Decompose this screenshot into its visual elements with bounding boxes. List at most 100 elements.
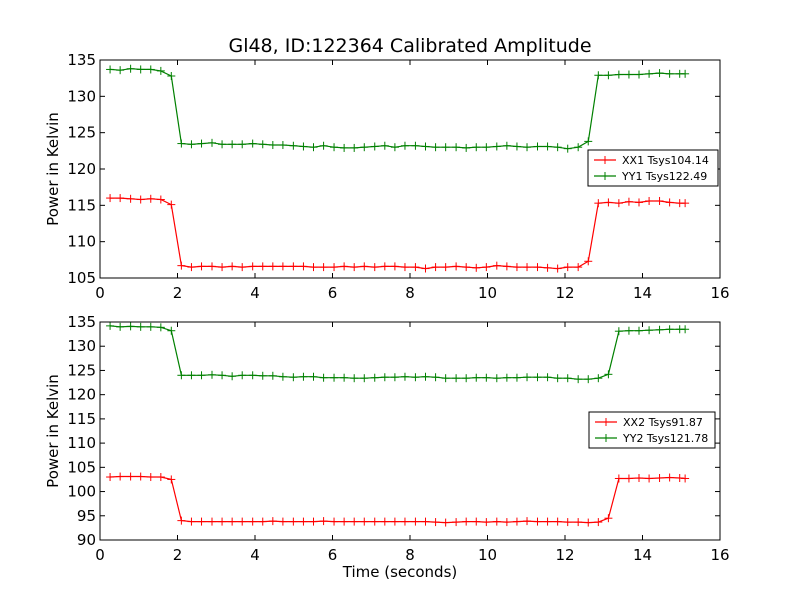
x-tick-label: 6 xyxy=(328,546,338,564)
data-point xyxy=(431,373,440,382)
data-point xyxy=(594,199,603,208)
data-point xyxy=(350,143,359,152)
data-point xyxy=(309,263,318,272)
data-point xyxy=(289,262,298,271)
x-tick-label: 0 xyxy=(95,284,105,302)
data-point xyxy=(645,326,654,335)
series-line-1 xyxy=(110,197,686,270)
data-point xyxy=(136,322,145,331)
data-point xyxy=(126,322,135,331)
y-tick-label: 130 xyxy=(67,87,96,105)
data-point xyxy=(563,263,572,272)
data-point xyxy=(502,373,511,382)
data-point xyxy=(238,517,247,526)
data-point xyxy=(492,374,501,383)
data-point xyxy=(218,371,227,380)
data-point xyxy=(167,200,176,209)
legend-box xyxy=(588,411,716,449)
data-point xyxy=(187,140,196,149)
data-point xyxy=(146,194,155,203)
x-tick-label: 6 xyxy=(328,284,338,302)
data-point xyxy=(390,262,399,271)
data-point xyxy=(187,517,196,526)
x-tick-label: 14 xyxy=(633,284,652,302)
data-point xyxy=(116,472,125,481)
data-point xyxy=(604,370,613,379)
data-point xyxy=(126,472,135,481)
data-point xyxy=(278,262,287,271)
y-tick-label: 110 xyxy=(67,233,96,251)
x-tick-label: 8 xyxy=(405,546,415,564)
data-point xyxy=(390,143,399,152)
data-point xyxy=(218,263,227,272)
data-point xyxy=(462,263,471,272)
data-point xyxy=(452,374,461,383)
data-point xyxy=(584,375,593,384)
data-point xyxy=(441,143,450,152)
data-point xyxy=(299,372,308,381)
data-point xyxy=(187,371,196,380)
data-point xyxy=(248,371,257,380)
data-point xyxy=(167,71,176,80)
data-point xyxy=(136,472,145,481)
data-point xyxy=(543,142,552,151)
data-point xyxy=(146,322,155,331)
data-point xyxy=(543,263,552,272)
data-point xyxy=(624,326,633,335)
x-tick-label: 10 xyxy=(478,284,497,302)
data-point xyxy=(156,195,165,204)
data-point xyxy=(299,517,308,526)
data-point xyxy=(116,194,125,203)
data-point xyxy=(553,264,562,273)
data-point xyxy=(390,373,399,382)
data-point xyxy=(553,143,562,152)
data-point xyxy=(472,517,481,526)
data-point xyxy=(462,374,471,383)
data-point xyxy=(614,199,623,208)
data-point xyxy=(187,263,196,272)
data-point xyxy=(136,195,145,204)
data-point xyxy=(106,65,115,74)
data-point xyxy=(340,262,349,271)
data-point xyxy=(574,518,583,527)
data-point xyxy=(502,141,511,150)
y-tick-label: 115 xyxy=(67,410,96,428)
legend-item: XX1 Tsys104.14 xyxy=(594,154,709,167)
data-point xyxy=(574,143,583,152)
data-point xyxy=(452,518,461,527)
data-point xyxy=(645,474,654,483)
data-point xyxy=(360,517,369,526)
x-tick-label: 16 xyxy=(710,284,729,302)
data-point xyxy=(177,261,186,270)
data-point xyxy=(268,141,277,150)
data-point xyxy=(523,143,532,152)
data-point xyxy=(106,321,115,330)
data-point xyxy=(156,66,165,75)
series-line-1 xyxy=(110,475,686,524)
x-tick-label: 4 xyxy=(250,284,260,302)
data-point xyxy=(635,473,644,482)
series-markers-1 xyxy=(106,194,690,273)
data-point xyxy=(594,518,603,527)
data-point xyxy=(207,138,216,147)
data-point xyxy=(319,141,328,150)
chart-panel-2: 0 2 4 6 8 10 12 14 16 90 95 100 105 110 115 120 125 130 13… xyxy=(44,313,730,581)
data-point xyxy=(523,263,532,272)
data-point xyxy=(452,262,461,271)
data-point xyxy=(238,140,247,149)
legend-box xyxy=(587,149,719,187)
data-point xyxy=(563,144,572,153)
data-point xyxy=(197,517,206,526)
data-point xyxy=(390,517,399,526)
data-point xyxy=(624,197,633,206)
data-point xyxy=(136,65,145,74)
data-point xyxy=(319,517,328,526)
x-tick-label: 4 xyxy=(250,546,260,564)
data-point xyxy=(543,373,552,382)
data-point xyxy=(340,143,349,152)
data-point xyxy=(177,139,186,148)
data-point xyxy=(584,518,593,527)
data-point xyxy=(563,374,572,383)
